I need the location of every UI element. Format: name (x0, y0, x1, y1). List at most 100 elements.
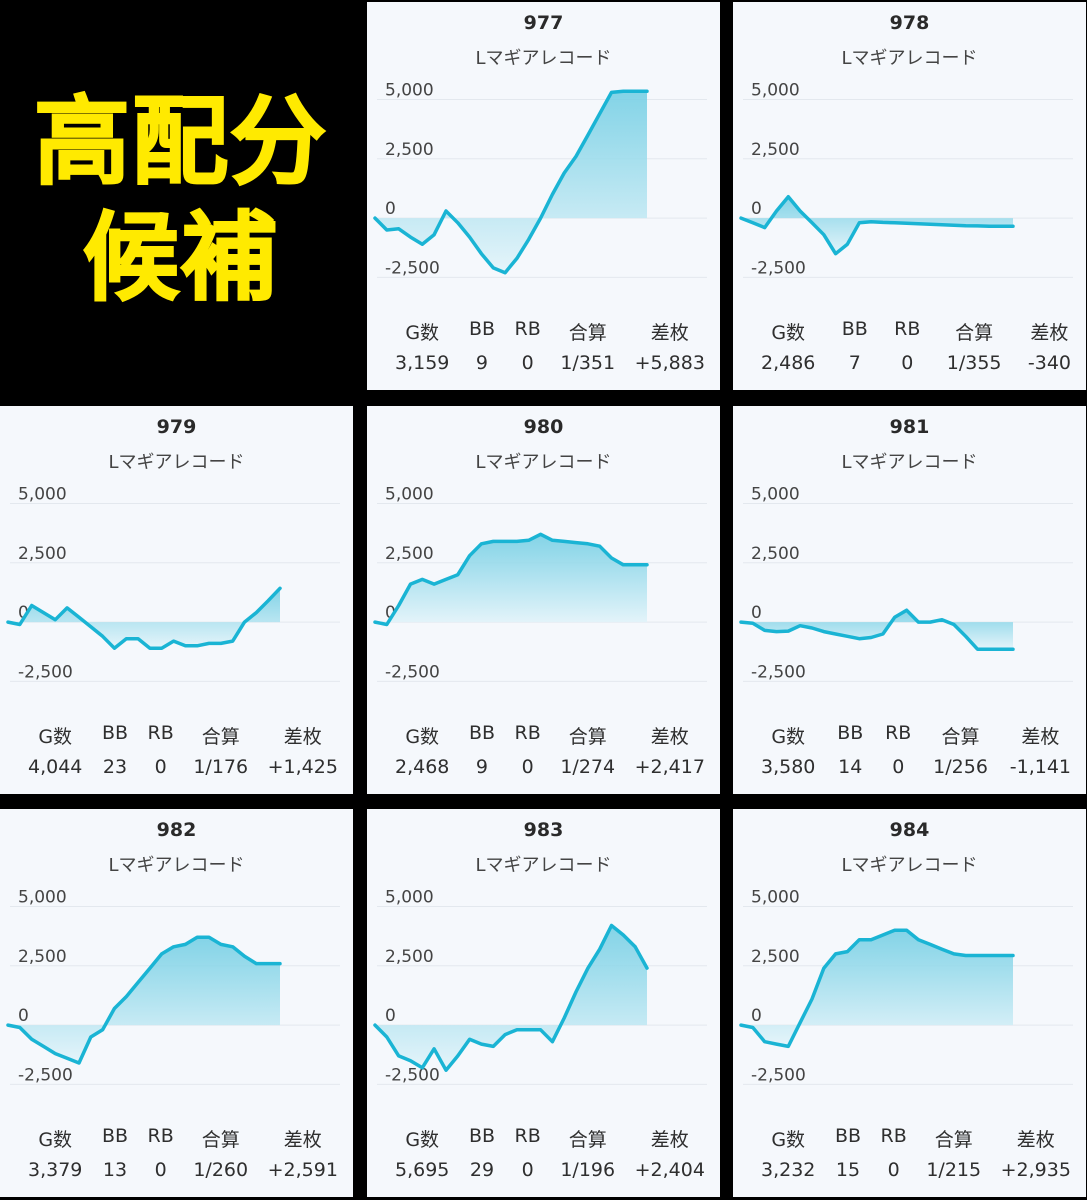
machine-name: Lマギアレコード (475, 48, 612, 69)
machine-number: 979 (156, 416, 197, 438)
stat-rb: RB 0 (148, 722, 174, 778)
stat-value: 0 (154, 1159, 167, 1181)
stat-value: 3,379 (28, 1159, 83, 1181)
stat-bb: BB 9 (469, 318, 495, 374)
stat-total: 合算 1/196 (560, 1125, 615, 1181)
series-line (6, 586, 282, 650)
stat-games: G数 4,044 (28, 722, 82, 778)
y-tick-label: 2,500 (385, 947, 434, 967)
y-tick-label: 5,000 (385, 80, 434, 100)
machine-number: 981 (889, 416, 930, 438)
stat-value: 5,695 (395, 1159, 450, 1181)
stat-label: G数 (405, 726, 440, 748)
stat-total: 合算 1/215 (926, 1125, 981, 1181)
machine-number: 982 (156, 819, 197, 841)
stat-diff: 差枚 +2,417 (635, 722, 705, 778)
stats-row: G数 3,159 BB 9 RB 0 合算 1/351 差枚 +5,883 (395, 318, 705, 374)
y-tick-label: -2,500 (751, 1065, 806, 1085)
stat-label: 差枚 (650, 726, 689, 748)
stat-value: +1,425 (267, 756, 338, 778)
series-area (375, 91, 647, 273)
chart-panel-980: 5,000 2,500 0 -2,500 980 Lマギアレコード G数 2,468 BB 9 RB… (367, 406, 720, 794)
stat-total: 合算 1/256 (933, 722, 988, 778)
y-tick-label: -2,500 (751, 662, 806, 682)
stat-value: 2,486 (761, 352, 816, 374)
stat-value: 1/274 (560, 756, 616, 778)
stat-value: 14 (838, 756, 863, 778)
chart-svg: 5,000 2,500 0 -2,500 (373, 80, 707, 278)
y-tick-label: 0 (751, 603, 762, 623)
chart-panel-982: 5,000 2,500 0 -2,500 982 Lマギアレコード G数 3,379 BB 13 R… (0, 809, 353, 1197)
y-tick-label: 5,000 (751, 484, 800, 504)
stat-rb: RB 0 (894, 318, 920, 374)
stat-total: 合算 1/351 (560, 318, 615, 374)
stat-rb: RB 0 (515, 1125, 541, 1181)
machine-number: 977 (523, 12, 564, 34)
y-tick-label: 2,500 (751, 544, 800, 564)
stat-value: 0 (521, 756, 534, 778)
chart-svg: 5,000 2,500 0 -2,500 (739, 887, 1073, 1085)
stat-label: BB (101, 1125, 129, 1147)
stat-value: -340 (1027, 352, 1071, 374)
stat-value: 1/215 (926, 1159, 982, 1181)
chart-panel-979: 5,000 2,500 0 -2,500 979 Lマギアレコード G数 4,044 BB 23 R… (0, 406, 353, 794)
y-tick-label: 0 (385, 199, 396, 219)
stat-diff: 差枚 +2,404 (635, 1125, 705, 1181)
stats-row: G数 2,486 BB 7 RB 0 合算 1/355 差枚 -340 (761, 318, 1071, 374)
stat-label: BB (468, 1125, 496, 1147)
stat-total: 合算 1/274 (560, 722, 615, 778)
stat-value: +2,591 (267, 1159, 338, 1181)
stat-value: 15 (835, 1159, 861, 1181)
stat-value: 4,044 (28, 756, 83, 778)
machine-number: 984 (889, 819, 930, 841)
banner: 高配分 候補 (0, 0, 362, 400)
stat-bb: BB 23 (102, 722, 128, 778)
series-line (373, 532, 649, 627)
chart-svg: 5,000 2,500 0 -2,500 (373, 484, 707, 682)
stat-diff: 差枚 -340 (1028, 318, 1071, 374)
stat-label: RB (514, 722, 541, 744)
stat-label: BB (101, 722, 129, 744)
stat-total: 合算 1/176 (193, 722, 248, 778)
stats-row: G数 5,695 BB 29 RB 0 合算 1/196 差枚 +2,404 (395, 1125, 705, 1181)
stat-label: RB (514, 1125, 541, 1147)
y-tick-label: 5,000 (18, 887, 67, 907)
stat-label: RB (880, 1125, 907, 1147)
stat-value: 0 (887, 1159, 900, 1181)
stat-label: 合算 (941, 726, 980, 748)
chart-panel-981: 5,000 2,500 0 -2,500 981 Lマギアレコード G数 3,580 BB 14 R… (733, 406, 1086, 794)
stat-label: G数 (771, 726, 806, 748)
stat-value: 2,468 (395, 756, 450, 778)
y-tick-label: -2,500 (18, 1065, 73, 1085)
chart-svg: 5,000 2,500 0 -2,500 (373, 887, 707, 1085)
stat-value: -1,141 (1009, 756, 1071, 778)
stat-bb: BB 9 (469, 722, 495, 778)
stat-games: G数 3,379 (28, 1125, 82, 1181)
stats-row: G数 3,580 BB 14 RB 0 合算 1/256 差枚 -1,141 (761, 722, 1071, 778)
stat-label: 差枚 (1021, 726, 1060, 748)
stat-value: 13 (102, 1159, 128, 1181)
stat-label: RB (894, 318, 921, 340)
machine-name: Lマギアレコード (841, 452, 978, 473)
chart-svg: 5,000 2,500 0 -2,500 (739, 484, 1073, 682)
stat-diff: 差枚 +2,935 (1001, 1125, 1071, 1181)
stat-label: 合算 (934, 1129, 973, 1151)
stat-value: 9 (475, 352, 489, 374)
stat-value: 3,580 (761, 756, 816, 778)
stat-rb: RB 0 (515, 722, 541, 778)
stat-value: +5,883 (634, 352, 705, 374)
stat-label: BB (468, 722, 496, 744)
machine-name: Lマギアレコード (475, 452, 612, 473)
stat-label: 差枚 (283, 726, 322, 748)
series-line (373, 89, 649, 275)
stat-value: 1/256 (933, 756, 988, 778)
stat-label: BB (841, 318, 868, 340)
machine-name: Lマギアレコード (108, 452, 245, 473)
stat-value: 1/176 (193, 756, 249, 778)
series-area (741, 610, 1013, 650)
stat-value: 1/260 (193, 1159, 249, 1181)
y-tick-label: 2,500 (18, 544, 67, 564)
series-area (8, 937, 280, 1063)
stat-diff: 差枚 +5,883 (635, 318, 705, 374)
y-tick-label: 5,000 (18, 484, 67, 504)
